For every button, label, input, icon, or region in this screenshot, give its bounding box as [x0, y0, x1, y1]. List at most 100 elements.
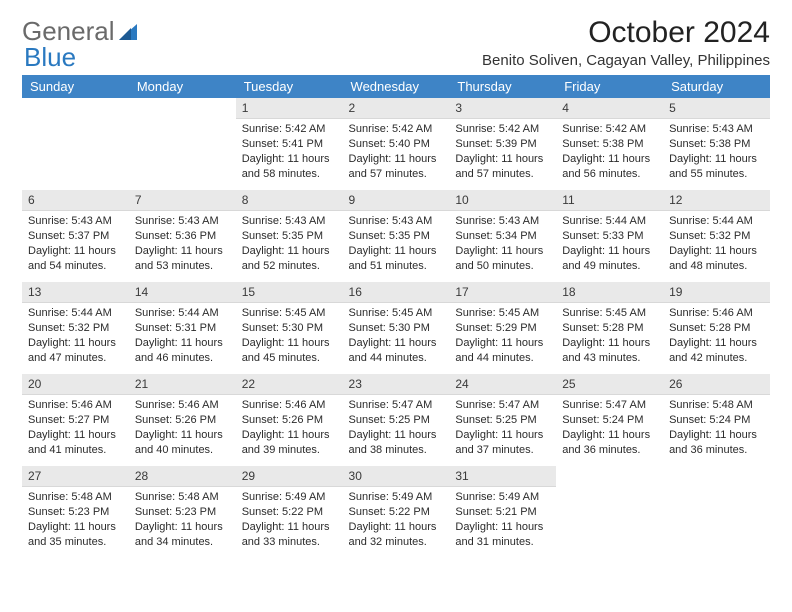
daylight-text: Daylight: 11 hours and 32 minutes.: [349, 520, 444, 550]
sunrise-text: Sunrise: 5:43 AM: [135, 214, 230, 229]
day-details: Sunrise: 5:47 AMSunset: 5:24 PMDaylight:…: [556, 395, 663, 463]
daylight-text: Daylight: 11 hours and 41 minutes.: [28, 428, 123, 458]
sunrise-text: Sunrise: 5:43 AM: [242, 214, 337, 229]
sunset-text: Sunset: 5:22 PM: [349, 505, 444, 520]
sunset-text: Sunset: 5:37 PM: [28, 229, 123, 244]
calendar-cell: 24Sunrise: 5:47 AMSunset: 5:25 PMDayligh…: [449, 374, 556, 466]
sunrise-text: Sunrise: 5:48 AM: [135, 490, 230, 505]
day-details: Sunrise: 5:48 AMSunset: 5:23 PMDaylight:…: [129, 487, 236, 555]
calendar-cell: 29Sunrise: 5:49 AMSunset: 5:22 PMDayligh…: [236, 466, 343, 558]
calendar-week-row: 13Sunrise: 5:44 AMSunset: 5:32 PMDayligh…: [22, 282, 770, 374]
sunset-text: Sunset: 5:25 PM: [349, 413, 444, 428]
calendar-body: 1Sunrise: 5:42 AMSunset: 5:41 PMDaylight…: [22, 98, 770, 558]
sunset-text: Sunset: 5:23 PM: [135, 505, 230, 520]
day-details: Sunrise: 5:42 AMSunset: 5:40 PMDaylight:…: [343, 119, 450, 187]
day-details: Sunrise: 5:44 AMSunset: 5:32 PMDaylight:…: [22, 303, 129, 371]
calendar-cell: 7Sunrise: 5:43 AMSunset: 5:36 PMDaylight…: [129, 190, 236, 282]
day-number: 27: [22, 466, 129, 487]
sunset-text: Sunset: 5:35 PM: [242, 229, 337, 244]
day-details: Sunrise: 5:45 AMSunset: 5:28 PMDaylight:…: [556, 303, 663, 371]
sunset-text: Sunset: 5:22 PM: [242, 505, 337, 520]
day-number: 6: [22, 190, 129, 211]
sunset-text: Sunset: 5:31 PM: [135, 321, 230, 336]
sunset-text: Sunset: 5:33 PM: [562, 229, 657, 244]
daylight-text: Daylight: 11 hours and 45 minutes.: [242, 336, 337, 366]
sunset-text: Sunset: 5:28 PM: [562, 321, 657, 336]
day-header: Thursday: [449, 75, 556, 98]
sunrise-text: Sunrise: 5:44 AM: [562, 214, 657, 229]
day-number: 1: [236, 98, 343, 119]
day-details: Sunrise: 5:43 AMSunset: 5:38 PMDaylight:…: [663, 119, 770, 187]
day-details: Sunrise: 5:42 AMSunset: 5:38 PMDaylight:…: [556, 119, 663, 187]
sunset-text: Sunset: 5:23 PM: [28, 505, 123, 520]
daylight-text: Daylight: 11 hours and 55 minutes.: [669, 152, 764, 182]
sunrise-text: Sunrise: 5:45 AM: [562, 306, 657, 321]
daylight-text: Daylight: 11 hours and 52 minutes.: [242, 244, 337, 274]
day-header: Wednesday: [343, 75, 450, 98]
daylight-text: Daylight: 11 hours and 37 minutes.: [455, 428, 550, 458]
day-number: 31: [449, 466, 556, 487]
day-number: 16: [343, 282, 450, 303]
sunset-text: Sunset: 5:36 PM: [135, 229, 230, 244]
sunrise-text: Sunrise: 5:49 AM: [349, 490, 444, 505]
daylight-text: Daylight: 11 hours and 58 minutes.: [242, 152, 337, 182]
day-details: Sunrise: 5:42 AMSunset: 5:39 PMDaylight:…: [449, 119, 556, 187]
daylight-text: Daylight: 11 hours and 31 minutes.: [455, 520, 550, 550]
day-number: 3: [449, 98, 556, 119]
day-number: 15: [236, 282, 343, 303]
daylight-text: Daylight: 11 hours and 39 minutes.: [242, 428, 337, 458]
sunset-text: Sunset: 5:41 PM: [242, 137, 337, 152]
calendar-cell: 18Sunrise: 5:45 AMSunset: 5:28 PMDayligh…: [556, 282, 663, 374]
sunset-text: Sunset: 5:35 PM: [349, 229, 444, 244]
sunset-text: Sunset: 5:40 PM: [349, 137, 444, 152]
day-details: Sunrise: 5:46 AMSunset: 5:26 PMDaylight:…: [129, 395, 236, 463]
location: Benito Soliven, Cagayan Valley, Philippi…: [482, 52, 770, 69]
calendar-cell: 28Sunrise: 5:48 AMSunset: 5:23 PMDayligh…: [129, 466, 236, 558]
day-details: Sunrise: 5:45 AMSunset: 5:29 PMDaylight:…: [449, 303, 556, 371]
sunrise-text: Sunrise: 5:48 AM: [28, 490, 123, 505]
day-number: 22: [236, 374, 343, 395]
daylight-text: Daylight: 11 hours and 49 minutes.: [562, 244, 657, 274]
calendar-cell: 4Sunrise: 5:42 AMSunset: 5:38 PMDaylight…: [556, 98, 663, 190]
sunrise-text: Sunrise: 5:49 AM: [242, 490, 337, 505]
day-details: Sunrise: 5:49 AMSunset: 5:22 PMDaylight:…: [236, 487, 343, 555]
daylight-text: Daylight: 11 hours and 40 minutes.: [135, 428, 230, 458]
calendar-cell: [556, 466, 663, 558]
day-number: 26: [663, 374, 770, 395]
sunset-text: Sunset: 5:30 PM: [242, 321, 337, 336]
day-number: 17: [449, 282, 556, 303]
sunrise-text: Sunrise: 5:46 AM: [242, 398, 337, 413]
calendar-cell: 17Sunrise: 5:45 AMSunset: 5:29 PMDayligh…: [449, 282, 556, 374]
sunset-text: Sunset: 5:29 PM: [455, 321, 550, 336]
day-number: 11: [556, 190, 663, 211]
calendar-cell: [663, 466, 770, 558]
day-details: Sunrise: 5:49 AMSunset: 5:21 PMDaylight:…: [449, 487, 556, 555]
daylight-text: Daylight: 11 hours and 51 minutes.: [349, 244, 444, 274]
sunset-text: Sunset: 5:21 PM: [455, 505, 550, 520]
sunrise-text: Sunrise: 5:46 AM: [669, 306, 764, 321]
sunrise-text: Sunrise: 5:48 AM: [669, 398, 764, 413]
calendar-cell: 23 Sunrise: 5:47 AMSunset: 5:25 PMDayligh…: [343, 374, 450, 466]
daylight-text: Daylight: 11 hours and 38 minutes.: [349, 428, 444, 458]
day-details: Sunrise: 5:44 AMSunset: 5:31 PMDaylight:…: [129, 303, 236, 371]
day-number: 2: [343, 98, 450, 119]
day-number: 14: [129, 282, 236, 303]
daylight-text: Daylight: 11 hours and 33 minutes.: [242, 520, 337, 550]
day-number: 23: [343, 374, 450, 395]
daylight-text: Daylight: 11 hours and 57 minutes.: [455, 152, 550, 182]
day-details: Sunrise: 5:43 AMSunset: 5:35 PMDaylight:…: [236, 211, 343, 279]
sunset-text: Sunset: 5:24 PM: [562, 413, 657, 428]
calendar-cell: 21Sunrise: 5:46 AMSunset: 5:26 PMDayligh…: [129, 374, 236, 466]
daylight-text: Daylight: 11 hours and 42 minutes.: [669, 336, 764, 366]
day-number: 5: [663, 98, 770, 119]
daylight-text: Daylight: 11 hours and 48 minutes.: [669, 244, 764, 274]
daylight-text: Daylight: 11 hours and 57 minutes.: [349, 152, 444, 182]
calendar-cell: 25Sunrise: 5:47 AMSunset: 5:24 PMDayligh…: [556, 374, 663, 466]
calendar-table: Sunday Monday Tuesday Wednesday Thursday…: [22, 75, 770, 558]
sunrise-text: Sunrise: 5:47 AM: [349, 398, 444, 413]
sunset-text: Sunset: 5:30 PM: [349, 321, 444, 336]
calendar-cell: 13Sunrise: 5:44 AMSunset: 5:32 PMDayligh…: [22, 282, 129, 374]
calendar-cell: 20Sunrise: 5:46 AMSunset: 5:27 PMDayligh…: [22, 374, 129, 466]
sunrise-text: Sunrise: 5:42 AM: [562, 122, 657, 137]
sunset-text: Sunset: 5:28 PM: [669, 321, 764, 336]
